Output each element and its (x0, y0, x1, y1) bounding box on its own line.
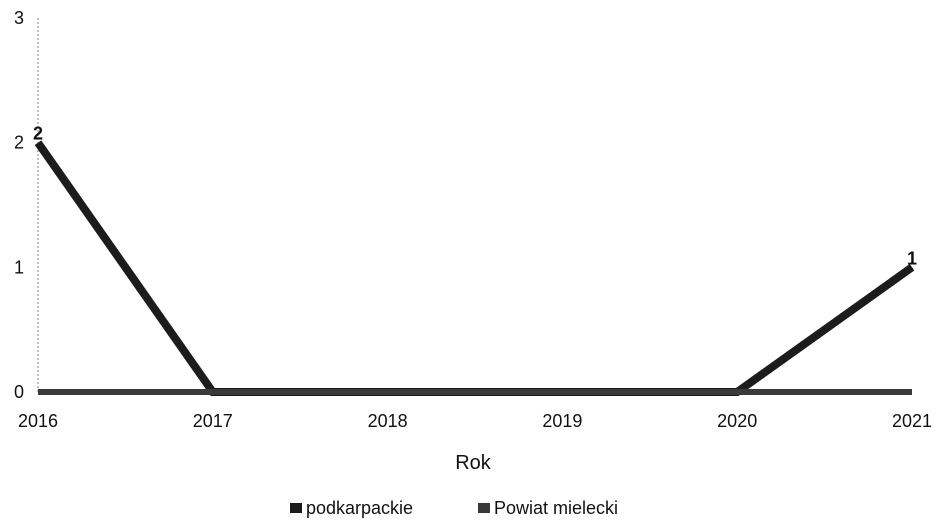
x-axis-ticks: 2016 2017 2018 2019 2020 2021 (18, 411, 932, 431)
y-tick-label: 3 (14, 8, 24, 28)
x-axis-title: Rok (455, 452, 492, 474)
legend-marker (290, 503, 302, 513)
series-layer (34, 140, 915, 396)
y-tick-label: 0 (14, 382, 24, 402)
x-tick-label: 2020 (717, 411, 757, 431)
y-tick-label: 2 (14, 133, 24, 153)
legend-marker (478, 503, 490, 513)
x-tick-label: 2018 (368, 411, 408, 431)
y-axis-ticks: 0 1 2 3 (14, 8, 24, 402)
legend-item-powiat-mielecki[interactable]: Powiat mielecki (478, 498, 618, 518)
data-labels: 21 (33, 124, 917, 269)
x-tick-label: 2021 (892, 411, 932, 431)
data-label: 1 (907, 248, 917, 268)
series-podkarpackie (34, 140, 915, 396)
legend-item-podkarpackie[interactable]: podkarpackie (290, 498, 413, 518)
legend-label: podkarpackie (306, 498, 413, 518)
x-tick-label: 2016 (18, 411, 58, 431)
x-tick-label: 2017 (193, 411, 233, 431)
y-tick-label: 1 (14, 257, 24, 277)
data-label: 2 (33, 124, 43, 144)
x-tick-label: 2019 (542, 411, 582, 431)
legend-label: Powiat mielecki (494, 498, 618, 518)
legend: podkarpackie Powiat mielecki (290, 498, 618, 518)
series-line (34, 140, 915, 396)
